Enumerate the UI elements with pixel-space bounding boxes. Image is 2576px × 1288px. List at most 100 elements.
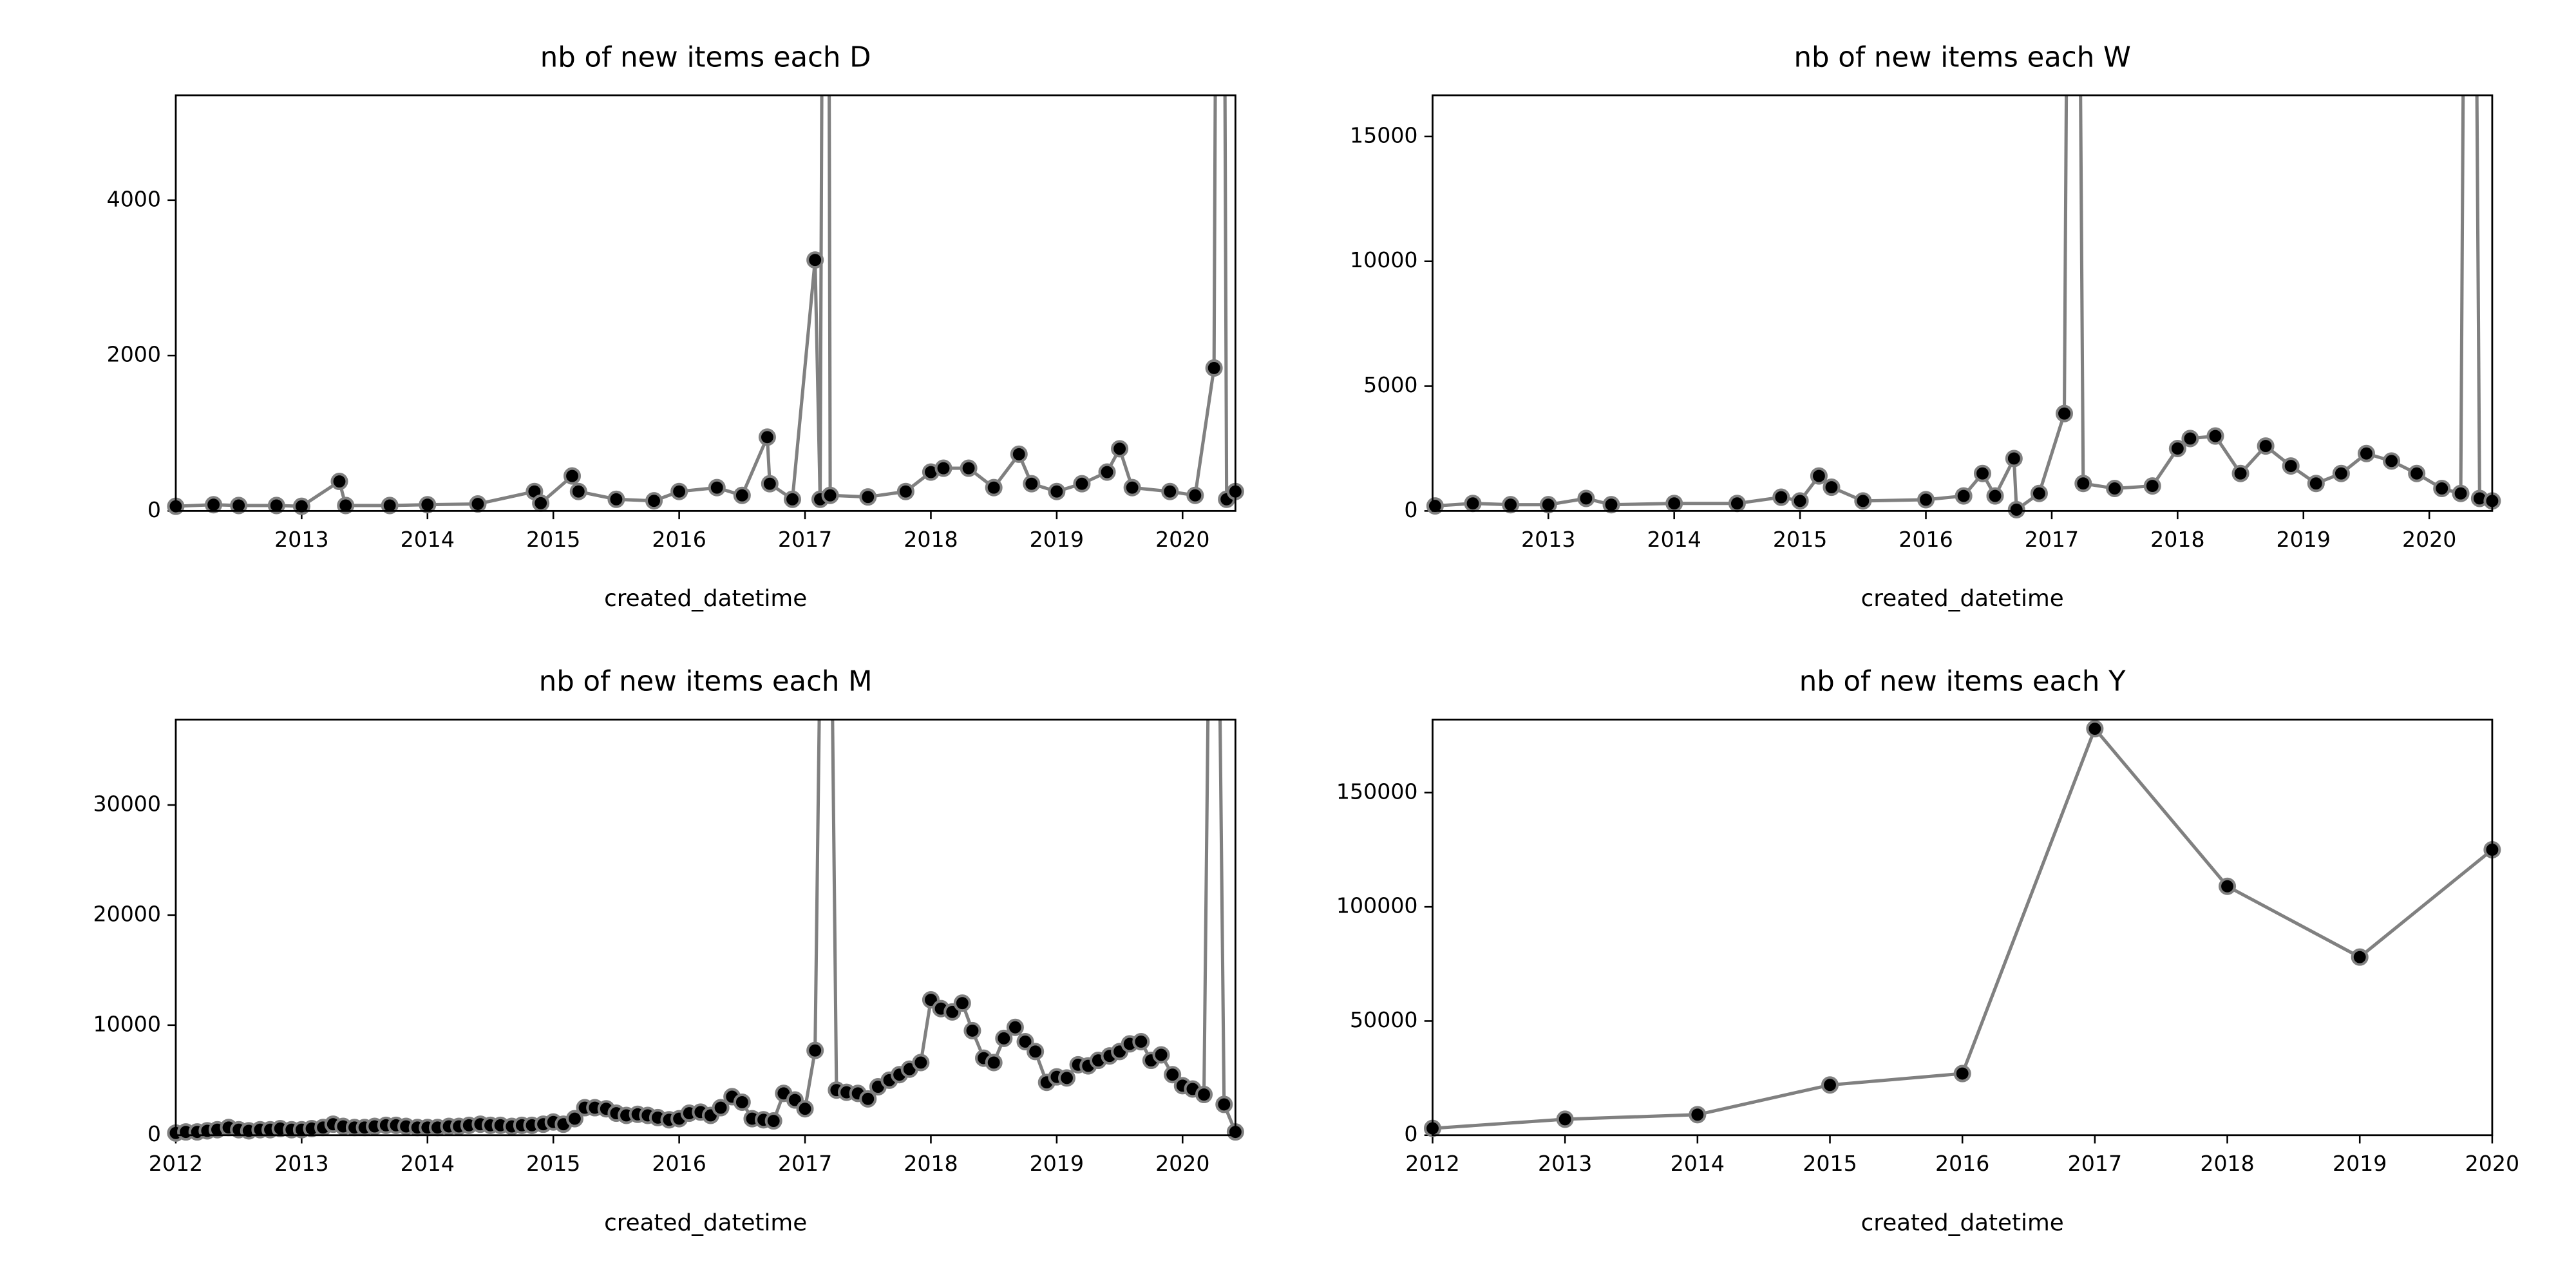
data-point [985, 478, 1003, 497]
x-tick-label: 2014 [401, 527, 455, 552]
y-tick-label: 0 [1404, 1121, 1417, 1146]
plot-area [1426, 95, 2501, 518]
data-point [2005, 450, 2023, 468]
data-point [2206, 427, 2224, 445]
x-tick-label: 2020 [2402, 527, 2456, 552]
data-point [733, 486, 751, 504]
data-point [607, 490, 625, 508]
data-point [1556, 1110, 1574, 1128]
data-point [230, 497, 248, 515]
data-point [419, 496, 437, 514]
data-point [761, 475, 779, 493]
data-point [806, 1041, 824, 1059]
data-point [2007, 500, 2025, 518]
data-point [1205, 359, 1223, 377]
subplot: nb of new items each Y created_datetime 0 5… [1336, 666, 2519, 1236]
x-tick-label: 2013 [1538, 1151, 1592, 1176]
plot-area [167, 719, 1244, 1142]
x-axis-label: created_datetime [1861, 585, 2064, 612]
data-point [569, 482, 587, 500]
series-line [175, 719, 1237, 1135]
x-tick-label: 2013 [274, 527, 328, 552]
y-tick-label: 0 [147, 1121, 161, 1146]
data-point [2055, 404, 2074, 422]
x-axis-label: created_datetime [1861, 1210, 2064, 1236]
data-point [1161, 482, 1179, 500]
data-point [1426, 497, 1444, 515]
data-point [712, 1099, 730, 1117]
data-point [565, 1110, 583, 1128]
data-point [1098, 463, 1116, 481]
series-line [175, 95, 1237, 508]
data-point [764, 1112, 782, 1130]
data-point [1772, 488, 1790, 506]
x-tick-label: 2019 [1030, 527, 1084, 552]
x-tick-label: 2016 [1935, 1151, 1989, 1176]
data-point [896, 482, 914, 500]
x-tick-label: 2019 [1030, 1151, 1084, 1176]
data-point [381, 497, 399, 515]
data-point [2143, 477, 2161, 495]
plot-area [1423, 720, 2501, 1137]
data-point [2307, 475, 2325, 493]
data-point [963, 1021, 981, 1039]
data-point [1057, 1069, 1076, 1087]
data-point [670, 482, 688, 500]
data-point [1953, 1065, 1971, 1083]
series-line [1435, 95, 2493, 513]
data-point [1577, 489, 1595, 507]
data-point [806, 251, 824, 269]
data-point [532, 494, 550, 512]
data-point [1464, 495, 1482, 513]
x-tick-label: 2020 [1155, 1151, 1209, 1176]
x-tick-label: 2020 [1155, 527, 1209, 552]
x-tick-label: 2017 [778, 1151, 832, 1176]
x-tick-label: 2020 [2465, 1151, 2519, 1176]
data-point [1973, 464, 1991, 482]
data-point [1123, 478, 1141, 497]
x-tick-label: 2014 [401, 1151, 455, 1176]
data-point [859, 488, 877, 506]
data-point [995, 1029, 1013, 1047]
data-point [1006, 1018, 1024, 1036]
data-point [292, 497, 310, 515]
data-point [337, 497, 355, 515]
x-tick-label: 2012 [149, 1151, 203, 1176]
x-tick-label: 2013 [274, 1151, 328, 1176]
data-point [1810, 467, 1828, 485]
data-point [708, 478, 726, 497]
data-point [2086, 720, 2104, 738]
data-point [1010, 445, 1028, 463]
data-point [821, 486, 839, 504]
data-point [1048, 482, 1066, 500]
data-point [1821, 1076, 1839, 1094]
data-point [2219, 877, 2237, 895]
x-tick-label: 2012 [1405, 1151, 1459, 1176]
data-point [469, 495, 487, 513]
x-tick-label: 2019 [2277, 527, 2331, 552]
subplot-title: nb of new items each D [540, 41, 871, 73]
x-tick-label: 2015 [1773, 527, 1827, 552]
y-tick-label: 0 [147, 497, 161, 522]
x-tick-label: 2018 [904, 1151, 958, 1176]
y-tick-label: 150000 [1336, 779, 1418, 804]
data-point [2452, 484, 2470, 502]
x-tick-label: 2017 [778, 527, 832, 552]
data-point [330, 473, 348, 491]
y-tick-label: 2000 [107, 342, 161, 367]
data-point [1986, 487, 2004, 505]
data-point [1111, 440, 1129, 458]
y-tick-label: 15000 [1350, 122, 1417, 147]
data-point [1023, 475, 1041, 493]
data-point [796, 1100, 814, 1118]
data-point [645, 492, 663, 510]
y-tick-label: 5000 [1363, 372, 1417, 397]
x-tick-label: 2014 [1671, 1151, 1725, 1176]
data-point [2351, 948, 2369, 966]
data-point [1539, 496, 1557, 514]
subplot: nb of new items each D created_datetime 0 2… [107, 41, 1244, 612]
axes-frame [175, 94, 1236, 512]
data-point [1791, 492, 1809, 510]
y-tick-label: 50000 [1350, 1007, 1417, 1032]
